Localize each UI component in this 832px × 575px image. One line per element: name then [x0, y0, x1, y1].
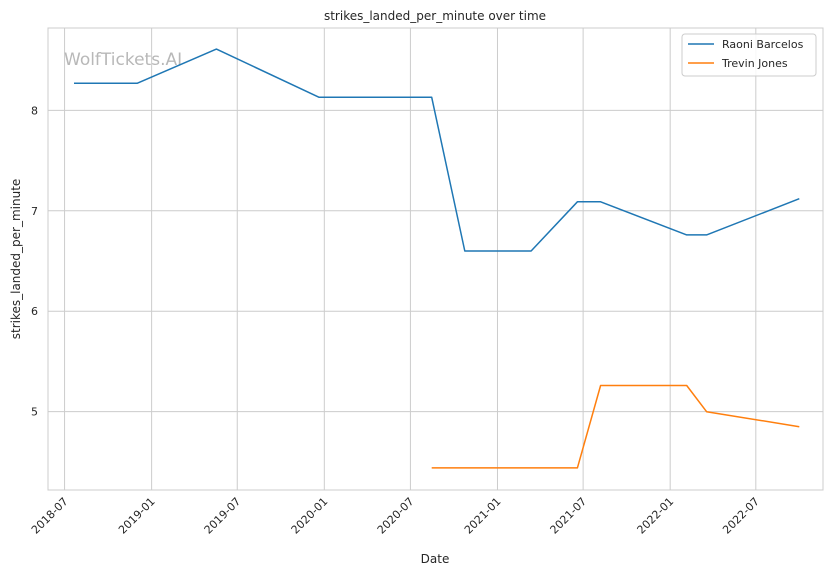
- x-tick-label: 2021-07: [548, 495, 590, 537]
- y-tick-label: 8: [31, 104, 38, 117]
- x-tick-label: 2022-01: [635, 495, 677, 537]
- y-tick-label: 6: [31, 305, 38, 318]
- x-axis-label: Date: [421, 552, 450, 566]
- x-tick-labels: 2018-07 2019-01 2019-07 2020-01 2020-07 2021-…: [29, 495, 762, 537]
- series-group: [74, 48, 800, 469]
- x-tick-label: 2020-01: [289, 495, 331, 537]
- series-line-trevin-jones: [431, 384, 800, 469]
- x-tick-label: 2018-07: [29, 495, 71, 537]
- x-tick-label: 2019-01: [116, 495, 158, 537]
- series-line-raoni-barcelos: [74, 48, 800, 252]
- x-tick-label: 2019-07: [202, 495, 244, 537]
- legend: Raoni Barcelos Trevin Jones: [681, 33, 817, 77]
- watermark-text: WolfTickets.AI: [64, 50, 182, 70]
- plot-frame: [47, 27, 824, 491]
- legend-box: [681, 33, 817, 77]
- y-tick-label: 5: [31, 406, 38, 419]
- grid: [48, 28, 823, 490]
- x-tick-label: 2021-01: [462, 495, 504, 537]
- legend-label-raoni-barcelos: Raoni Barcelos: [722, 38, 804, 51]
- x-tick-label: 2022-07: [720, 495, 762, 537]
- y-axis-label: strikes_landed_per_minute: [9, 179, 23, 340]
- y-tick-labels: 5 6 7 8: [31, 104, 38, 418]
- legend-label-trevin-jones: Trevin Jones: [721, 57, 788, 70]
- y-tick-label: 7: [31, 205, 38, 218]
- chart-title: strikes_landed_per_minute over time: [324, 9, 546, 23]
- x-tick-label: 2020-07: [375, 495, 417, 537]
